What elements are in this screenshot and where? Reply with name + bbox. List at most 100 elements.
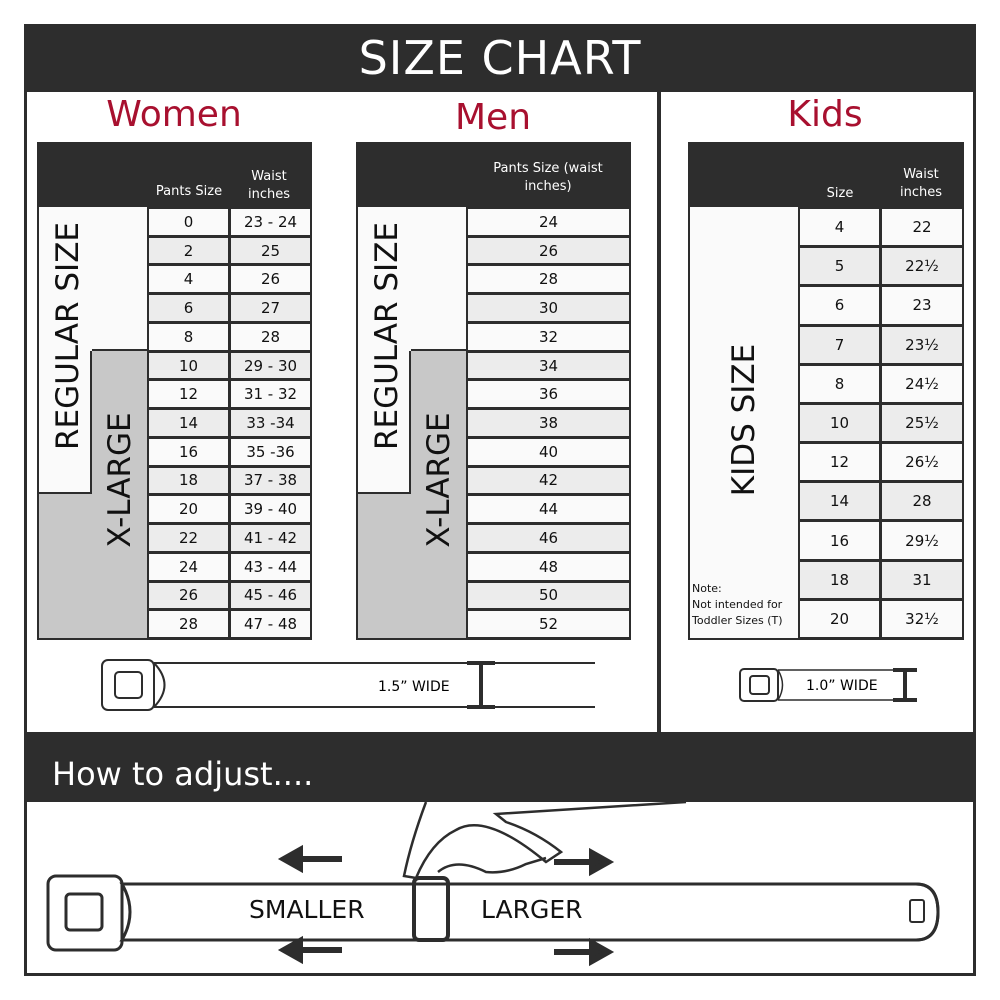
men-col-pants: Pants Size (waist inches) bbox=[493, 161, 603, 194]
women-title: Women bbox=[106, 94, 242, 135]
kids-size-cell: 18 bbox=[800, 561, 879, 598]
women-xlarge-edge bbox=[92, 349, 148, 351]
women-regular-area-lower bbox=[39, 351, 92, 494]
women-regular-label: REGULAR SIZE bbox=[50, 221, 86, 451]
kids-size-cell: 14 bbox=[800, 483, 879, 520]
men-pants-size-cell: 40 bbox=[468, 438, 629, 465]
women-pants-size-cell: 10 bbox=[149, 352, 228, 379]
larger-label: LARGER bbox=[481, 895, 583, 924]
women-xlarge-label: X-LARGE bbox=[102, 412, 138, 548]
belt-illustration-kids bbox=[739, 668, 917, 702]
women-waist-cell: 45 - 46 bbox=[231, 582, 310, 609]
adult-belt-width: 1.5” WIDE bbox=[378, 679, 450, 695]
kids-waist-cell: 23 bbox=[882, 287, 962, 324]
men-pants-size-cell: 46 bbox=[468, 525, 629, 551]
women-waist-cell: 43 - 44 bbox=[231, 553, 310, 580]
men-pants-size-cell: 34 bbox=[468, 352, 629, 379]
kids-waist-cell: 28 bbox=[882, 483, 962, 520]
belt-illustration-adult bbox=[101, 659, 595, 711]
women-pants-size-cell: 24 bbox=[149, 553, 228, 580]
women-pants-size-cell: 14 bbox=[149, 410, 228, 436]
women-waist-cell: 33 -34 bbox=[231, 410, 310, 436]
women-waist-cell: 26 bbox=[231, 266, 310, 293]
kids-size-label: KIDS SIZE bbox=[726, 343, 762, 497]
kids-waist-cell: 29½ bbox=[882, 522, 962, 559]
men-pants-size-cell: 26 bbox=[468, 237, 629, 264]
women-pants-size-cell: 20 bbox=[149, 496, 228, 523]
kids-size-cell: 12 bbox=[800, 444, 879, 481]
men-pants-size-cell: 24 bbox=[468, 209, 629, 235]
women-pants-size-cell: 16 bbox=[149, 438, 228, 465]
men-pants-size-cell: 48 bbox=[468, 553, 629, 580]
women-waist-cell: 28 bbox=[231, 323, 310, 350]
kids-waist-cell: 26½ bbox=[882, 444, 962, 481]
men-regular-area-lower bbox=[358, 351, 411, 494]
page-title: SIZE CHART bbox=[24, 24, 976, 92]
men-xlarge-edge bbox=[411, 349, 467, 351]
men-title: Men bbox=[454, 97, 532, 138]
kids-waist-cell: 31 bbox=[882, 561, 962, 598]
women-waist-cell: 27 bbox=[231, 295, 310, 321]
women-waist-cell: 31 - 32 bbox=[231, 381, 310, 408]
divider bbox=[657, 92, 661, 732]
note-title: Note: bbox=[692, 582, 722, 595]
women-col-waist: Waist inches bbox=[247, 169, 290, 202]
men-pants-size-cell: 38 bbox=[468, 410, 629, 436]
kids-size-cell: 5 bbox=[800, 248, 879, 285]
kids-waist-cell: 25½ bbox=[882, 404, 962, 442]
women-regular-area bbox=[39, 207, 147, 351]
kids-size-cell: 8 bbox=[800, 365, 879, 402]
women-pants-size-cell: 18 bbox=[149, 467, 228, 494]
kids-waist-cell: 22 bbox=[882, 209, 962, 246]
women-waist-cell: 39 - 40 bbox=[231, 496, 310, 523]
women-pants-size-cell: 22 bbox=[149, 525, 228, 551]
kids-size-cell: 4 bbox=[800, 209, 879, 246]
smaller-label: SMALLER bbox=[249, 895, 365, 924]
kids-size-cell: 6 bbox=[800, 287, 879, 324]
women-waist-cell: 37 - 38 bbox=[231, 467, 310, 494]
men-pants-size-cell: 36 bbox=[468, 381, 629, 408]
kids-waist-cell: 23½ bbox=[882, 326, 962, 363]
women-waist-cell: 47 - 48 bbox=[231, 611, 310, 637]
women-pants-size-cell: 8 bbox=[149, 323, 228, 350]
men-pants-size-cell: 44 bbox=[468, 496, 629, 523]
kids-size-cell: 20 bbox=[800, 600, 879, 637]
adjust-illustration bbox=[46, 802, 940, 967]
kids-waist-cell: 22½ bbox=[882, 248, 962, 285]
note-text: Not intended for Toddler Sizes (T) bbox=[692, 598, 783, 627]
kids-title: Kids bbox=[787, 94, 863, 135]
men-pants-size-cell: 42 bbox=[468, 467, 629, 494]
women-pants-size-cell: 0 bbox=[149, 209, 228, 235]
women-pants-size-cell: 12 bbox=[149, 381, 228, 408]
women-pants-size-cell: 26 bbox=[149, 582, 228, 609]
men-pants-size-cell: 50 bbox=[468, 582, 629, 609]
kids-note: Note: Not intended for Toddler Sizes (T) bbox=[692, 581, 796, 629]
women-waist-cell: 35 -36 bbox=[231, 438, 310, 465]
women-pants-size-cell: 28 bbox=[149, 611, 228, 637]
women-waist-cell: 23 - 24 bbox=[231, 209, 310, 235]
men-regular-area bbox=[358, 207, 466, 351]
men-regular-label: REGULAR SIZE bbox=[369, 221, 405, 451]
women-col-pants: Pants Size bbox=[155, 184, 223, 199]
men-pants-size-cell: 30 bbox=[468, 295, 629, 321]
men-pants-size-cell: 52 bbox=[468, 611, 629, 637]
women-waist-cell: 29 - 30 bbox=[231, 352, 310, 379]
kids-size-cell: 7 bbox=[800, 326, 879, 363]
men-pants-size-cell: 28 bbox=[468, 266, 629, 293]
kids-size-cell: 16 bbox=[800, 522, 879, 559]
kids-waist-cell: 24½ bbox=[882, 365, 962, 402]
kids-col-size: Size bbox=[826, 186, 854, 201]
kids-size-cell: 10 bbox=[800, 404, 879, 442]
kids-label-area bbox=[690, 207, 798, 638]
adjust-title: How to adjust.... bbox=[24, 732, 976, 802]
women-waist-cell: 41 - 42 bbox=[231, 525, 310, 551]
women-waist-cell: 25 bbox=[231, 237, 310, 264]
kids-waist-cell: 32½ bbox=[882, 600, 962, 637]
women-pants-size-cell: 6 bbox=[149, 295, 228, 321]
kids-col-waist: Waist inches bbox=[899, 167, 942, 200]
men-xlarge-label: X-LARGE bbox=[421, 412, 457, 548]
women-pants-size-cell: 4 bbox=[149, 266, 228, 293]
men-pants-size-cell: 32 bbox=[468, 323, 629, 350]
women-pants-size-cell: 2 bbox=[149, 237, 228, 264]
kids-belt-width: 1.0” WIDE bbox=[806, 678, 878, 694]
